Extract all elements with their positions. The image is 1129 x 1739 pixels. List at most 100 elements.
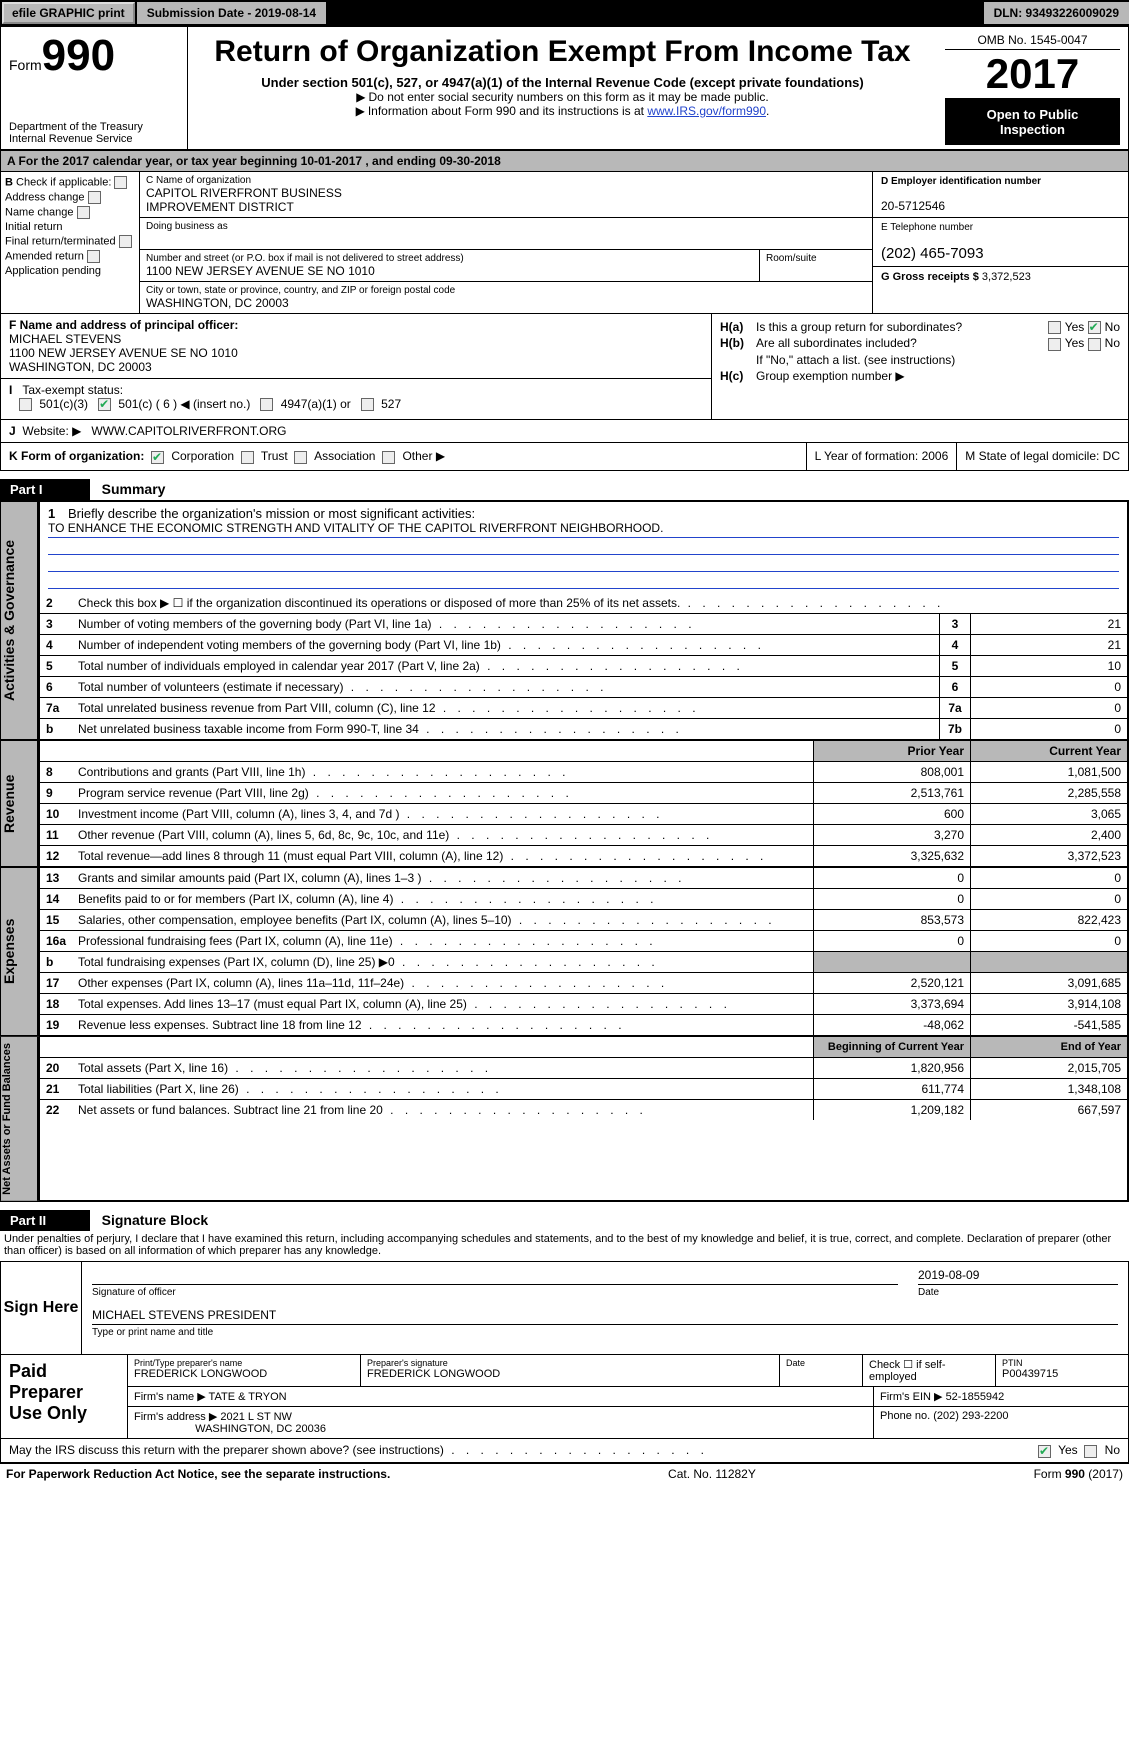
form-number: Form990 — [9, 31, 179, 81]
org-name-label: C Name of organization — [146, 175, 866, 186]
hb-yes[interactable] — [1048, 338, 1061, 351]
summary-row: 6Total number of volunteers (estimate if… — [40, 677, 1127, 698]
summary-row: 20Total assets (Part X, line 16)1,820,95… — [40, 1058, 1127, 1079]
summary-row: 22Net assets or fund balances. Subtract … — [40, 1100, 1127, 1120]
summary-row: 14Benefits paid to or for members (Part … — [40, 889, 1127, 910]
cb-applicable[interactable] — [114, 176, 127, 189]
ptin-value: P00439715 — [1002, 1368, 1058, 1380]
tab-net-assets: Net Assets or Fund Balances — [0, 1037, 39, 1201]
form-footer: Form 990 (2017) — [1034, 1467, 1123, 1481]
room-label: Room/suite — [766, 253, 817, 264]
self-employed-check[interactable]: Check ☐ if self-employed — [869, 1359, 946, 1383]
cb-final-return: Final return/terminated — [5, 235, 135, 248]
hb-note: If "No," attach a list. (see instruction… — [756, 353, 1120, 367]
summary-row: 3Number of voting members of the governi… — [40, 614, 1127, 635]
city-label: City or town, state or province, country… — [146, 285, 866, 296]
hb-no[interactable] — [1088, 338, 1101, 351]
penalty-text: Under penalties of perjury, I declare th… — [0, 1231, 1129, 1259]
ein-label: D Employer identification number — [881, 176, 1120, 187]
sig-name: MICHAEL STEVENS PRESIDENT — [92, 1308, 1118, 1325]
sign-here-label: Sign Here — [1, 1262, 82, 1354]
submission-date-label: Submission Date - 2019-08-14 — [137, 2, 326, 24]
mission-text: TO ENHANCE THE ECONOMIC STRENGTH AND VIT… — [48, 521, 1119, 538]
cb-other[interactable] — [382, 451, 395, 464]
section-bcd: B Check if applicable: Address change Na… — [0, 172, 1129, 314]
revenue-section: Revenue Prior Year Current Year 8Contrib… — [0, 741, 1129, 868]
ha-no[interactable] — [1088, 321, 1101, 334]
part-ii-header: Part II — [0, 1210, 90, 1231]
cb-4947[interactable] — [260, 398, 273, 411]
col-current-year: Current Year — [970, 741, 1127, 761]
preparer-name: FREDERICK LONGWOOD — [134, 1368, 267, 1380]
discuss-yes[interactable] — [1038, 1445, 1051, 1458]
summary-row: bTotal fundraising expenses (Part IX, co… — [40, 952, 1127, 973]
firm-phone: (202) 293-2200 — [933, 1410, 1008, 1422]
org-address: 1100 NEW JERSEY AVENUE SE NO 1010 — [146, 264, 753, 278]
sig-date: 2019-08-09 — [918, 1268, 1118, 1285]
col-c-org-info: C Name of organization CAPITOL RIVERFRON… — [140, 172, 872, 313]
irs-label: Internal Revenue Service — [9, 133, 179, 145]
omb-number: OMB No. 1545-0047 — [945, 31, 1120, 50]
cb-501c3[interactable] — [19, 398, 32, 411]
efile-print-button[interactable]: efile GRAPHIC print — [2, 2, 135, 24]
summary-row: 7aTotal unrelated business revenue from … — [40, 698, 1127, 719]
website-row: J Website: ▶ WWW.CAPITOLRIVERFRONT.ORG — [0, 420, 1129, 443]
cb-501c[interactable] — [98, 398, 111, 411]
form-header: Form990 Department of the Treasury Inter… — [0, 26, 1129, 151]
cat-no: Cat. No. 11282Y — [668, 1467, 756, 1481]
cb-corp[interactable] — [151, 451, 164, 464]
section-fh: F Name and address of principal officer:… — [0, 314, 1129, 420]
addr-label: Number and street (or P.O. box if mail i… — [146, 253, 753, 264]
cb-assoc[interactable] — [294, 451, 307, 464]
dept-treasury: Department of the Treasury — [9, 121, 179, 133]
hc-question: Group exemption number ▶ — [756, 369, 1120, 383]
state-domicile: M State of legal domicile: DC — [956, 443, 1128, 469]
tax-year: 2017 — [945, 50, 1120, 99]
ha-question: Is this a group return for subordinates? — [756, 320, 1048, 334]
sig-date-label: Date — [918, 1287, 1118, 1298]
summary-row: 4Number of independent voting members of… — [40, 635, 1127, 656]
part-i-title: Summary — [94, 478, 174, 500]
summary-row: 11Other revenue (Part VIII, column (A), … — [40, 825, 1127, 846]
summary-row: 21Total liabilities (Part X, line 26)611… — [40, 1079, 1127, 1100]
mission-label: Briefly describe the organization's miss… — [68, 506, 475, 521]
col-prior-year: Prior Year — [813, 741, 970, 761]
summary-row: 16aProfessional fundraising fees (Part I… — [40, 931, 1127, 952]
part-i-header: Part I — [0, 479, 90, 500]
gross-label: G Gross receipts $ — [881, 271, 982, 283]
cb-address-change: Address change — [5, 191, 135, 204]
cb-name-change: Name change — [5, 206, 135, 219]
sign-here-block: Sign Here Signature of officer 2019-08-0… — [0, 1261, 1129, 1355]
summary-row: 18Total expenses. Add lines 13–17 (must … — [40, 994, 1127, 1015]
form-title: Return of Organization Exempt From Incom… — [196, 35, 929, 69]
cb-initial-return: Initial return — [5, 221, 135, 233]
summary-row: 5Total number of individuals employed in… — [40, 656, 1127, 677]
summary-row: 10Investment income (Part VIII, column (… — [40, 804, 1127, 825]
discuss-row: May the IRS discuss this return with the… — [0, 1439, 1129, 1462]
cb-trust[interactable] — [241, 451, 254, 464]
ha-yes[interactable] — [1048, 321, 1061, 334]
cb-527[interactable] — [361, 398, 374, 411]
officer-addr2: WASHINGTON, DC 20003 — [9, 360, 703, 374]
summary-row: 17Other expenses (Part IX, column (A), l… — [40, 973, 1127, 994]
form-note1: Do not enter social security numbers on … — [196, 90, 929, 104]
website-value: WWW.CAPITOLRIVERFRONT.ORG — [91, 424, 286, 438]
irs-link[interactable]: www.IRS.gov/form990 — [647, 104, 766, 118]
col-d-ein: D Employer identification number 20-5712… — [872, 172, 1128, 313]
officer-addr1: 1100 NEW JERSEY AVENUE SE NO 1010 — [9, 346, 703, 360]
summary-row: bNet unrelated business taxable income f… — [40, 719, 1127, 739]
org-name: CAPITOL RIVERFRONT BUSINESSIMPROVEMENT D… — [146, 186, 866, 214]
col-boy: Beginning of Current Year — [813, 1037, 970, 1057]
pra-notice: For Paperwork Reduction Act Notice, see … — [6, 1467, 390, 1481]
col-b-checkboxes: B Check if applicable: Address change Na… — [1, 172, 140, 313]
k-form-org: K Form of organization: Corporation Trus… — [0, 443, 1129, 470]
part-ii-title: Signature Block — [94, 1209, 217, 1231]
summary-row: 15Salaries, other compensation, employee… — [40, 910, 1127, 931]
form-note2: Information about Form 990 and its instr… — [196, 104, 929, 118]
firm-name: TATE & TRYON — [209, 1391, 287, 1403]
discuss-no[interactable] — [1084, 1445, 1097, 1458]
footer: For Paperwork Reduction Act Notice, see … — [0, 1463, 1129, 1484]
officer-label: F Name and address of principal officer: — [9, 318, 703, 332]
summary-row: 8Contributions and grants (Part VIII, li… — [40, 762, 1127, 783]
paid-preparer-label: Paid Preparer Use Only — [1, 1355, 128, 1438]
